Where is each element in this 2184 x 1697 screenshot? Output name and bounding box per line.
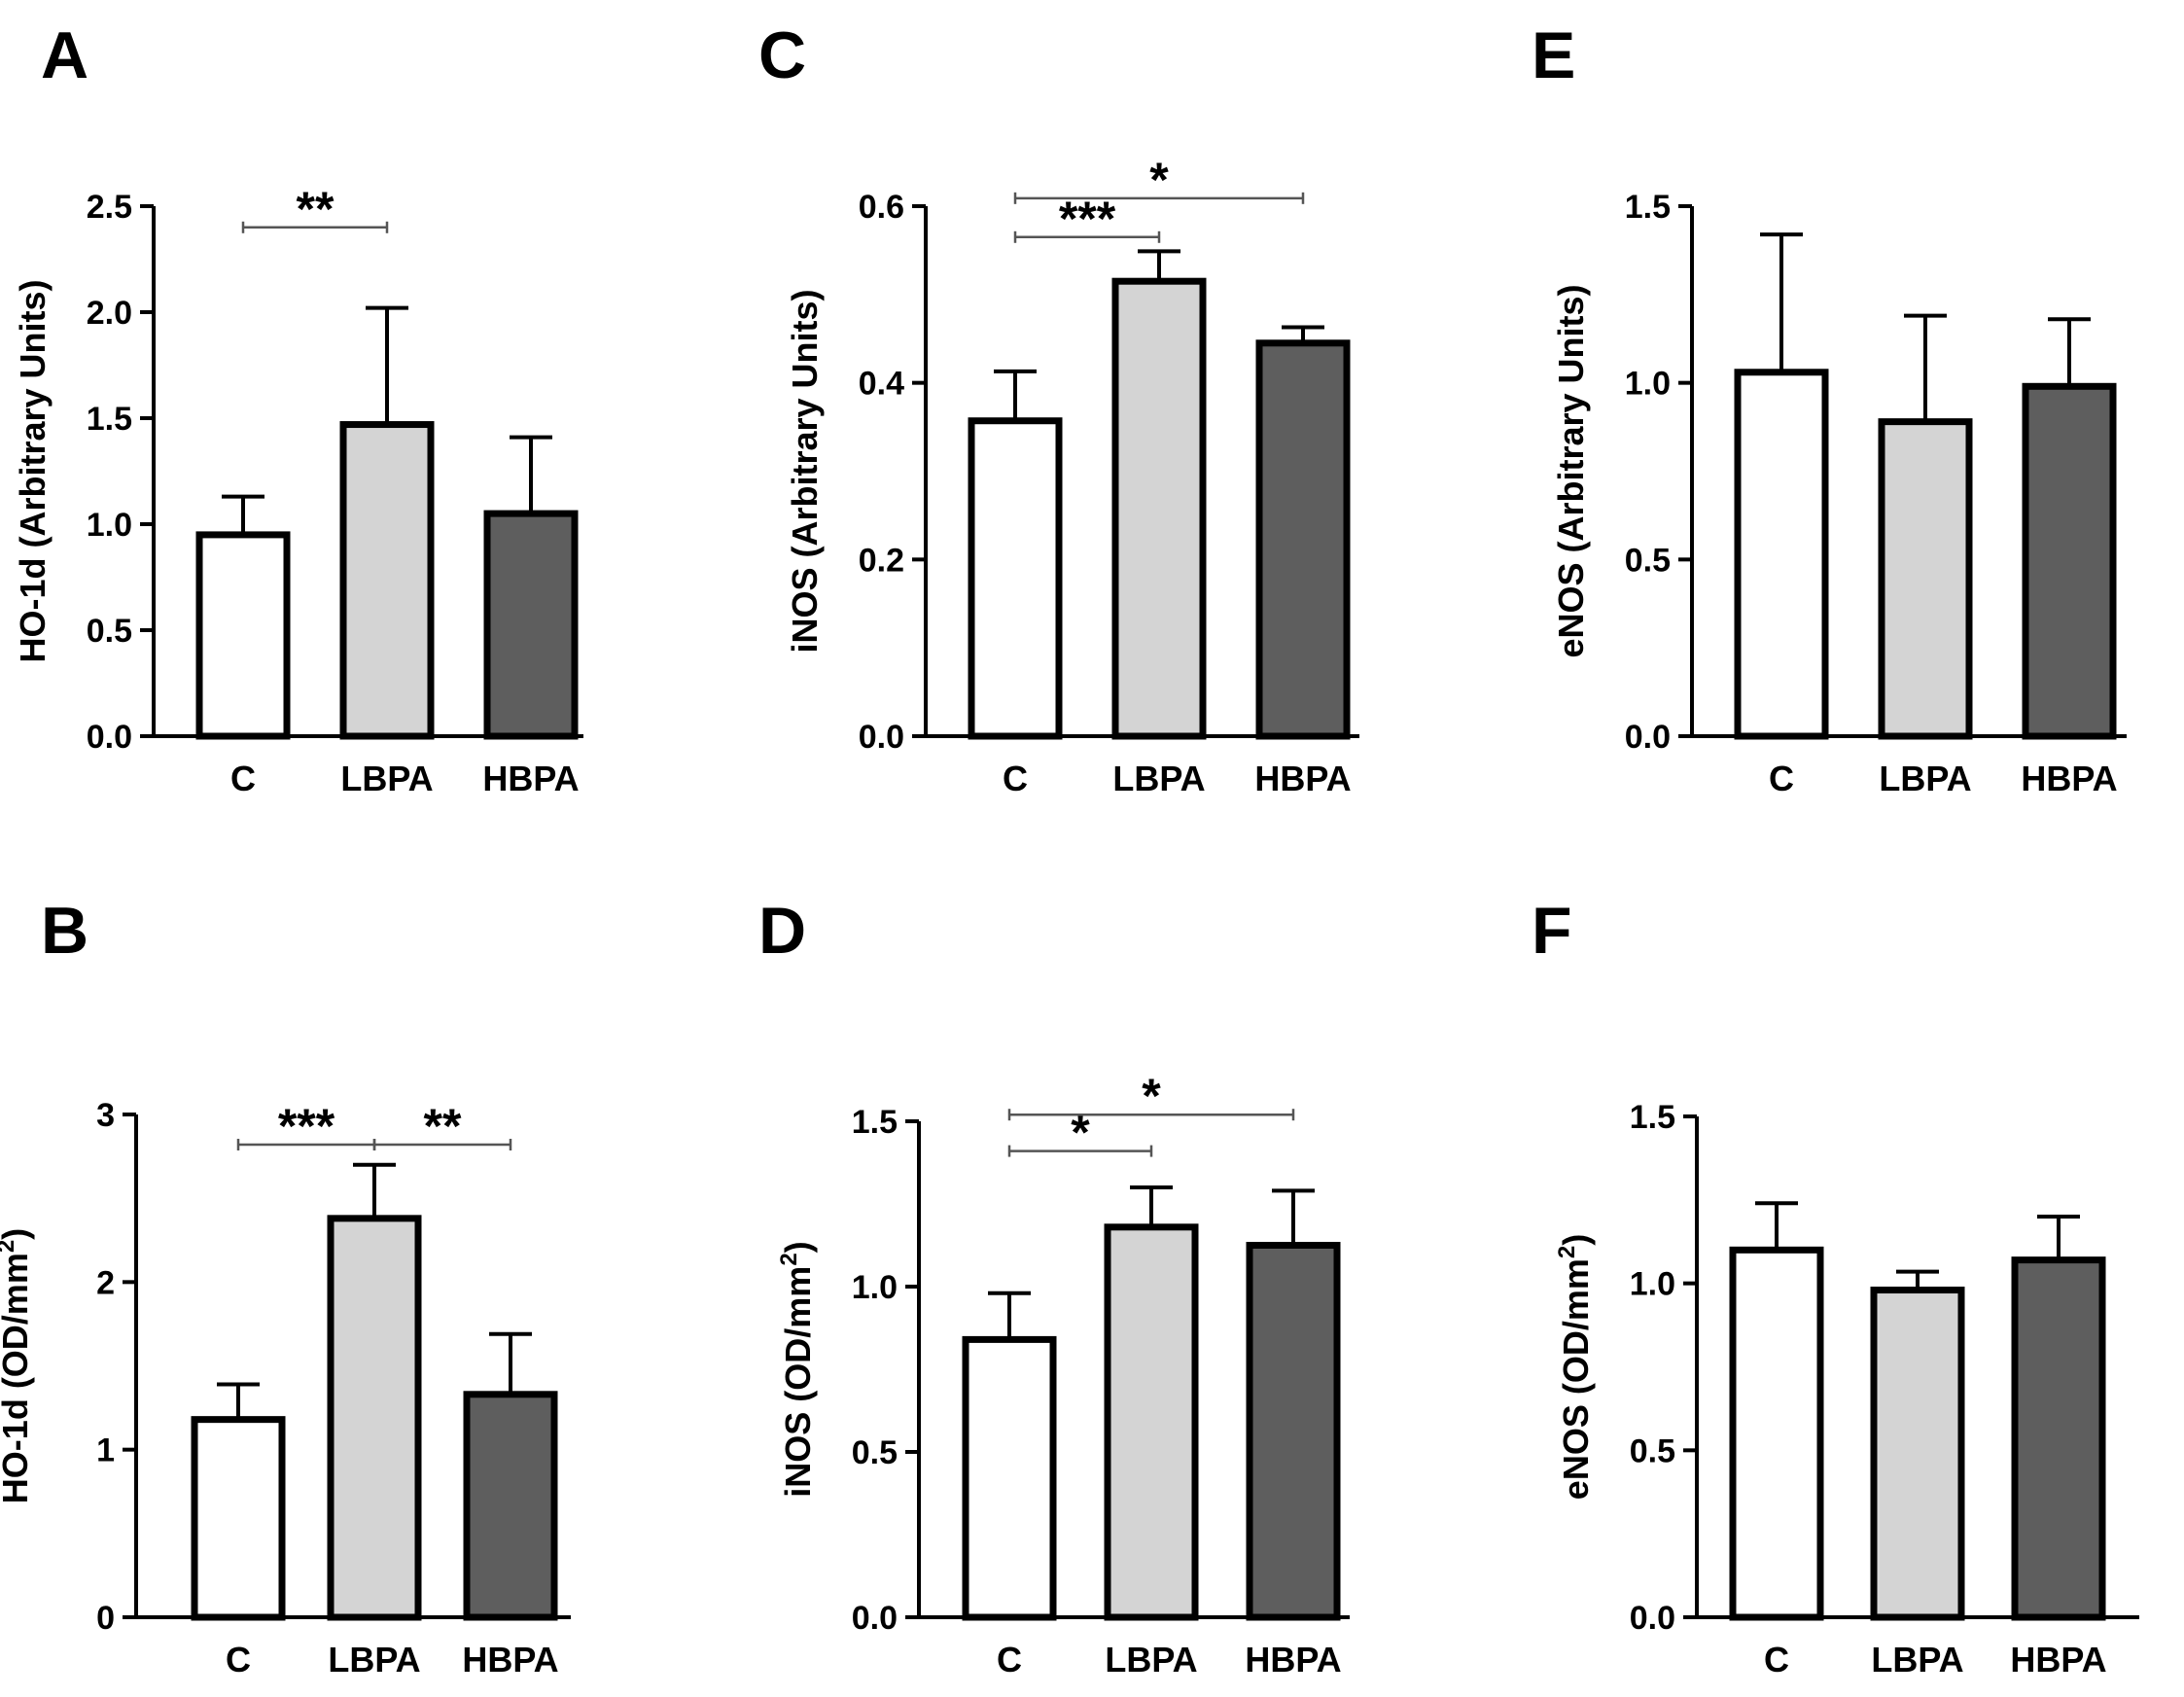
y-tick-label: 1.0 (852, 1269, 898, 1306)
y-axis-title: iNOS (Arbitrary Units) (785, 289, 825, 653)
bar-c (1734, 369, 1829, 740)
y-axis-title: eNOS (Arbitrary Units) (1551, 284, 1591, 657)
category-label: HBPA (1254, 759, 1351, 798)
category-label: C (997, 1640, 1022, 1679)
bar-c (968, 417, 1063, 740)
bar-lbpa (1870, 1287, 1965, 1621)
y-tick-label: 1.0 (87, 507, 132, 544)
category-label: LBPA (340, 759, 433, 798)
y-tick-label: 0.0 (852, 1600, 898, 1637)
bar-lbpa (339, 421, 435, 740)
y-tick-label: 1.0 (1630, 1266, 1675, 1303)
category-label: HBPA (462, 1640, 558, 1679)
y-axis-title-suffix: ) (0, 1228, 35, 1240)
y-tick-label: 1 (96, 1432, 115, 1469)
category-label: HBPA (2021, 759, 2117, 798)
category-label: LBPA (1879, 759, 1971, 798)
y-tick-label: 1.5 (1625, 189, 1671, 226)
y-axis-title: iNOS (OD/mm2) (776, 1241, 818, 1497)
significance-label: * (1149, 153, 1169, 207)
significance-label: ** (297, 182, 335, 236)
y-tick-label: 0.0 (1630, 1600, 1675, 1637)
y-tick-label: 2.0 (87, 295, 132, 332)
y-axis-title-superscript: 2 (1554, 1246, 1580, 1258)
bar-hbpa (463, 1391, 558, 1621)
panel-f: F 0.0 0.5 1.0 1.5 eNOS (OD/mm2) C LBPA HBPA (1532, 894, 2139, 1679)
category-label: HBPA (482, 759, 579, 798)
y-tick-label: 1.5 (87, 401, 132, 438)
y-tick-label: 0.0 (859, 719, 904, 756)
significance-label: *** (278, 1099, 335, 1153)
bar-lbpa (327, 1215, 422, 1621)
category-label: C (226, 1640, 251, 1679)
y-tick-label: 3 (96, 1097, 115, 1134)
significance-label: ** (424, 1099, 462, 1153)
significance-label: * (1071, 1106, 1090, 1160)
y-axis-title-suffix: ) (778, 1241, 818, 1253)
panel-letter: B (41, 894, 88, 968)
y-tick-label: 0.6 (859, 189, 904, 226)
y-axis-title-superscript: 2 (776, 1253, 802, 1265)
bar-hbpa (1255, 339, 1351, 740)
category-label: C (1769, 759, 1794, 798)
panel-d: D 0.0 0.5 1.0 1.5 iNOS (OD/mm2) C LBPA HBPA * * (758, 894, 1350, 1679)
significance-label: * (1142, 1069, 1161, 1123)
y-tick-label: 2 (96, 1264, 115, 1301)
y-axis-title-suffix: ) (1556, 1234, 1596, 1246)
y-tick-label: 0.0 (87, 719, 132, 756)
category-label: HBPA (2010, 1640, 2106, 1679)
y-tick-label: 0.2 (859, 542, 904, 579)
y-tick-label: 1.5 (852, 1104, 898, 1141)
category-label: LBPA (328, 1640, 420, 1679)
y-tick-label: 1.0 (1625, 366, 1671, 403)
panel-letter: D (758, 894, 806, 968)
y-axis-title: eNOS (OD/mm2) (1554, 1234, 1596, 1500)
category-label: LBPA (1105, 1640, 1197, 1679)
y-tick-label: 0.5 (87, 613, 132, 650)
y-tick-label: 0.5 (1625, 542, 1671, 579)
panel-letter: C (758, 18, 806, 92)
bar-lbpa (1104, 1223, 1199, 1621)
bar-c (191, 1416, 286, 1621)
category-label: HBPA (1245, 1640, 1341, 1679)
panel-c: C 0.0 0.2 0.4 0.6 iNOS (Arbitrary Units) C LBPA… (758, 18, 1359, 798)
bar-hbpa (1246, 1242, 1341, 1621)
y-axis-title-superscript: 2 (0, 1240, 19, 1253)
bar-lbpa (1878, 418, 1973, 740)
bar-hbpa (2011, 1256, 2106, 1621)
category-label: C (1003, 759, 1028, 798)
panel-letter: E (1532, 18, 1575, 92)
bar-c (195, 531, 291, 740)
y-tick-label: 0.4 (859, 366, 904, 403)
y-tick-label: 0 (96, 1600, 115, 1637)
y-tick-label: 1.5 (1630, 1099, 1675, 1136)
y-axis-title: HO-1d (Arbitrary Units) (13, 279, 53, 662)
category-label: LBPA (1112, 759, 1205, 798)
bar-hbpa (483, 510, 579, 740)
panel-letter: F (1532, 894, 1572, 968)
y-tick-label: 0.0 (1625, 719, 1671, 756)
y-axis-title: HO-1d (OD/mm2) (0, 1228, 35, 1503)
y-tick-label: 2.5 (87, 189, 132, 226)
bar-c (962, 1335, 1057, 1621)
bar-hbpa (2022, 382, 2117, 740)
panel-letter: A (41, 18, 88, 92)
category-label: C (230, 759, 256, 798)
y-tick-label: 0.5 (1630, 1432, 1675, 1469)
panel-e: E 0.0 0.5 1.0 1.5 eNOS (Arbitrary Units) C LBPA… (1532, 18, 2127, 798)
category-label: C (1764, 1640, 1789, 1679)
bar-c (1729, 1246, 1824, 1621)
y-tick-label: 0.5 (852, 1434, 898, 1471)
category-label: LBPA (1871, 1640, 1963, 1679)
bar-lbpa (1111, 277, 1207, 740)
panel-a: A 0.0 0.5 1.0 1.5 2.0 2.5 HO-1d (Arbitrary Unit… (13, 18, 583, 798)
significance-label: *** (1059, 192, 1116, 246)
